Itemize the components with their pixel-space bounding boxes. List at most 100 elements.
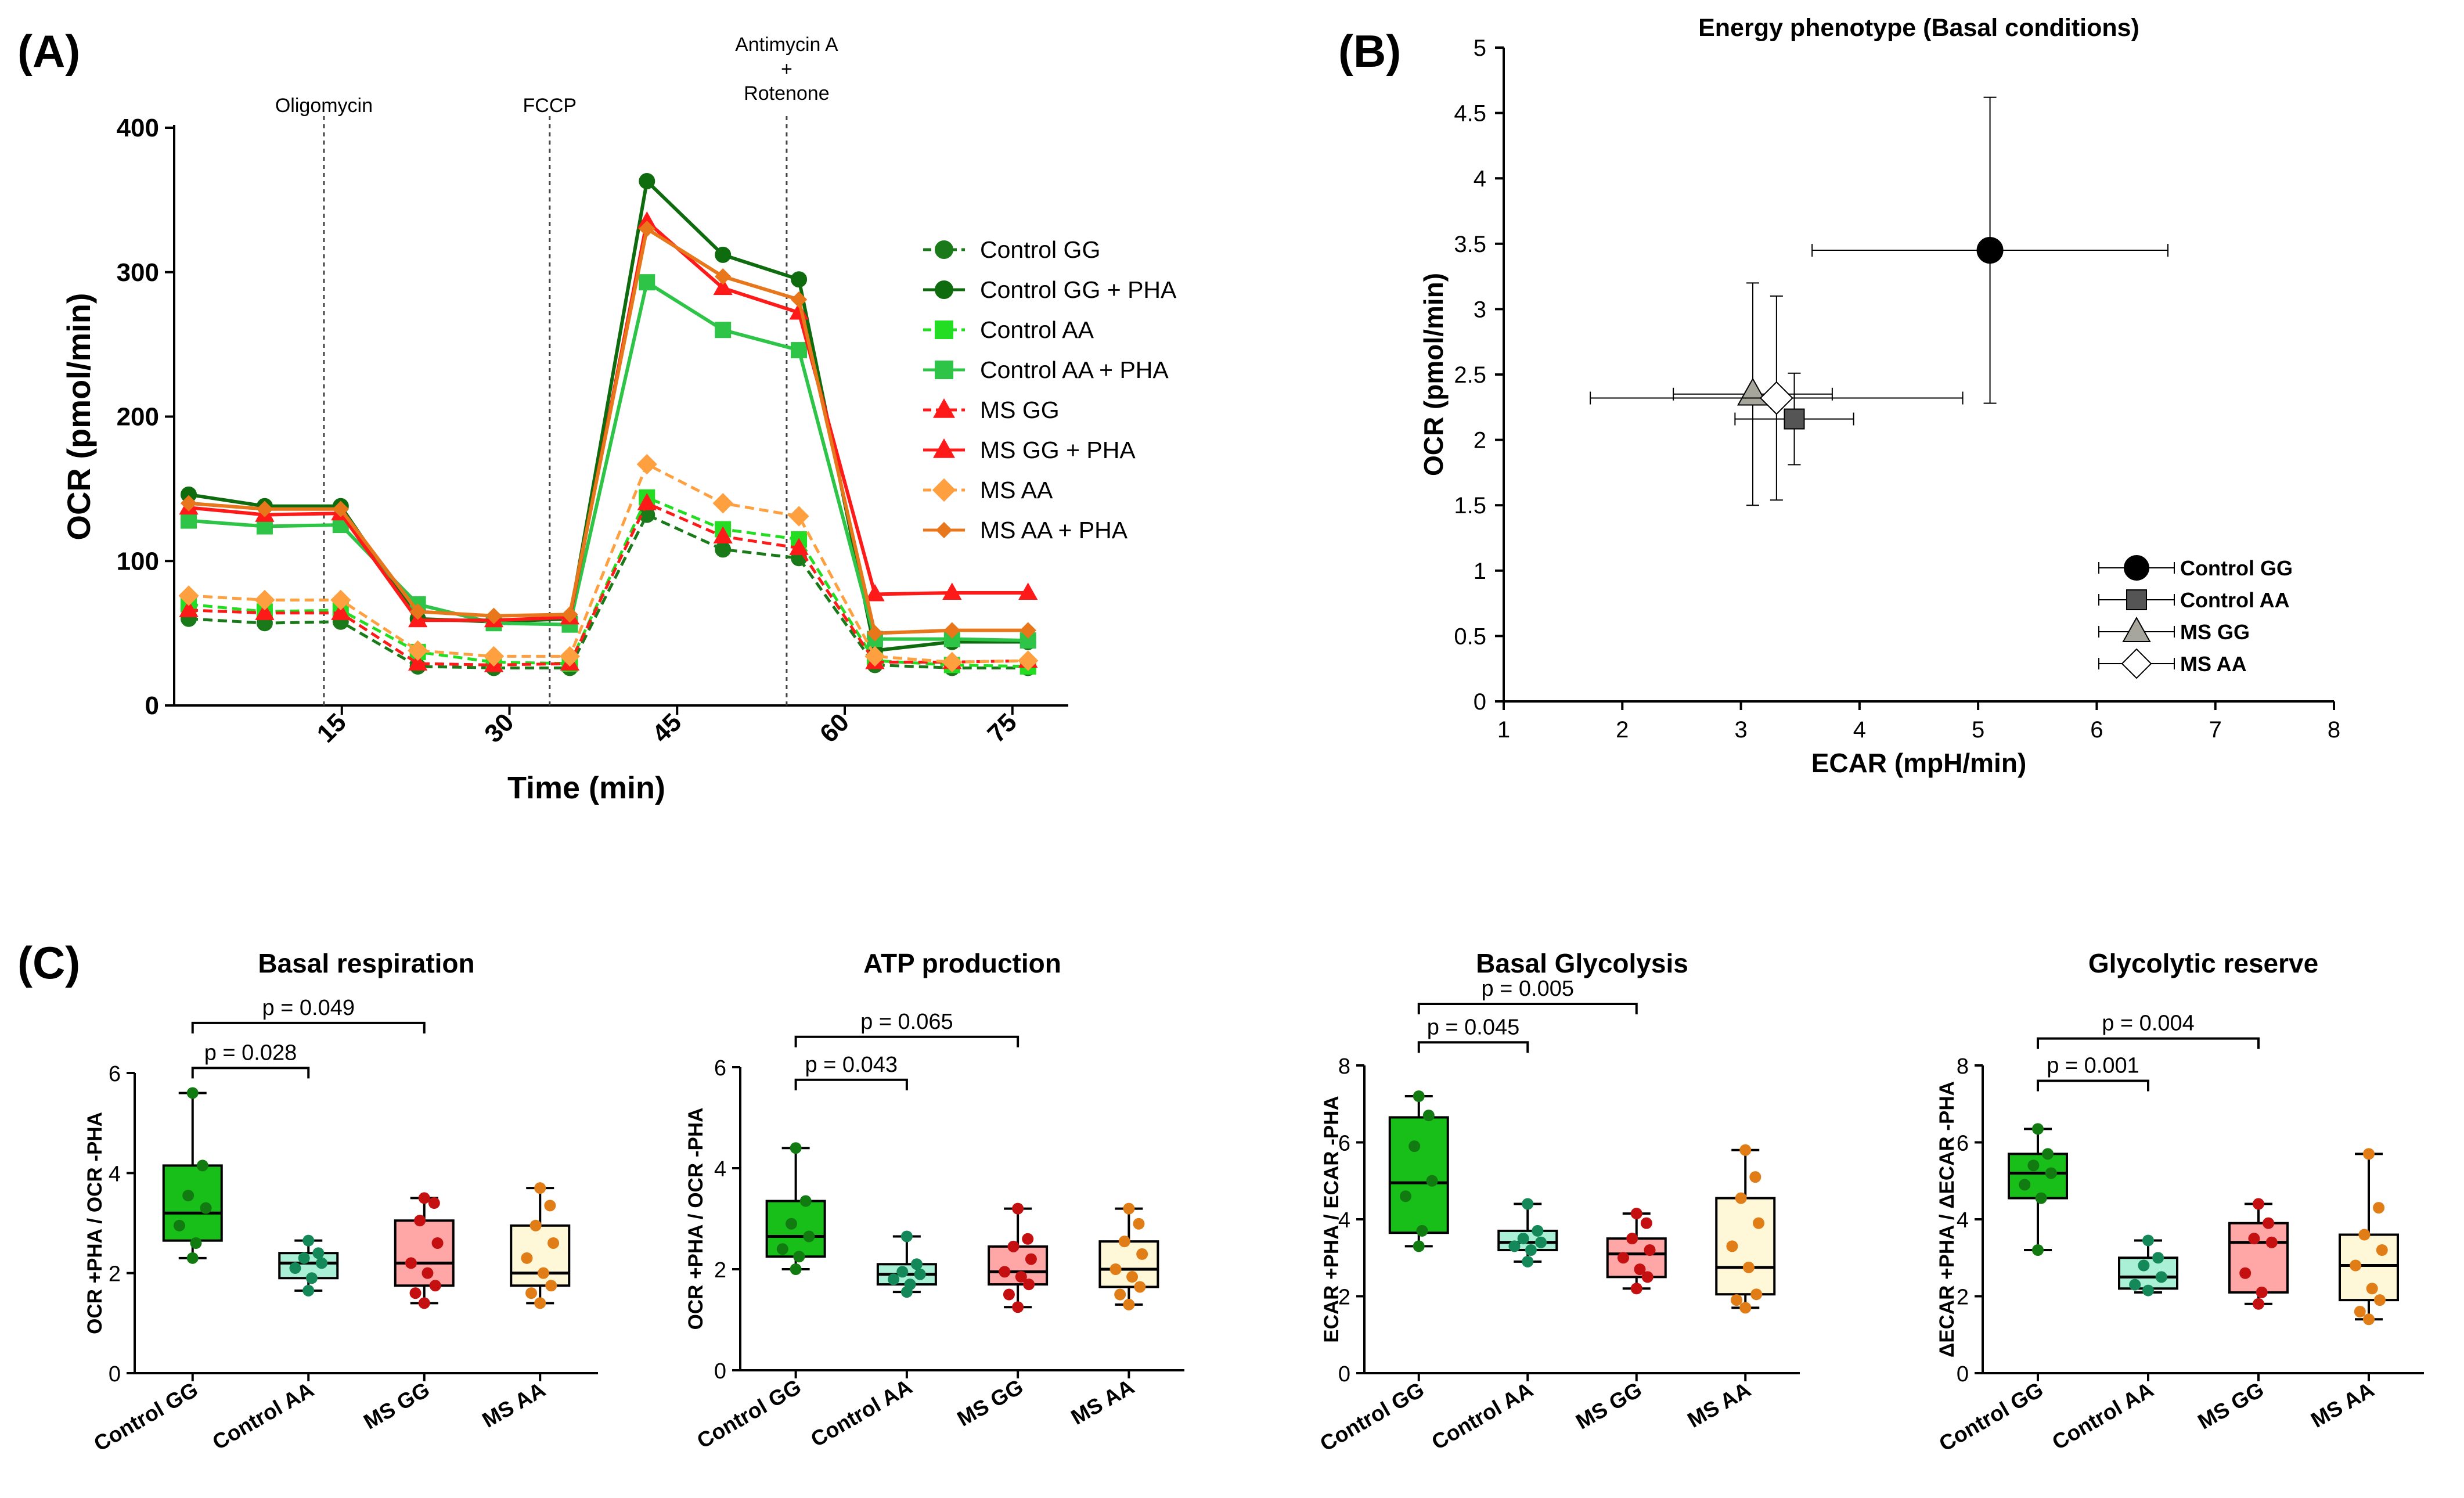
c2-comparison: p = 0.043 [794,1053,908,1090]
c4-data-point [2027,1159,2040,1172]
c3-p-value-label: p = 0.005 [1481,977,1574,1001]
c2-data-point [803,1230,815,1243]
c3-data-point [1416,1225,1428,1237]
a-series-ms-aa-pha [180,220,1036,642]
c1-data-point [418,1297,430,1309]
c3-data-point [1532,1225,1544,1237]
c1-data-point [418,1192,430,1204]
a-data-point [178,585,199,606]
c1-data-point [529,1219,542,1231]
c2-data-point [1007,1240,1020,1252]
c1-data-point [429,1280,441,1292]
c3-data-point [1517,1233,1529,1245]
c1-comparison: p = 0.049 [191,996,426,1034]
c1-data-point [534,1297,546,1309]
a-legend-item-control-aa: Control AA [923,316,1094,343]
a-data-point [1018,650,1039,671]
c1-y-tick-label: 6 [109,1062,121,1086]
c4-data-point [2142,1284,2154,1297]
c2-y-tick-label: 2 [714,1258,726,1283]
a-x-tick-label: 75 [982,708,1022,748]
b-x-tick-label: 4 [1853,717,1866,743]
c1-data-point [534,1182,546,1194]
a-series-line [188,177,1028,653]
c4-data-point [2263,1217,2275,1229]
c2-data-point [1022,1233,1034,1245]
c4-box-body [2228,1222,2289,1294]
c2-data-point [888,1273,900,1285]
b-x-tick-label: 6 [2090,717,2103,743]
c2-data-point [1025,1253,1037,1265]
c3-data-point [1535,1236,1547,1248]
a-data-point [791,271,808,288]
a-legend-label: MS AA [980,477,1053,503]
c4-data-point [2253,1298,2264,1310]
a-data-point [254,589,275,611]
c2-data-point [1126,1271,1139,1283]
a-x-tick-label: 60 [815,708,855,748]
a-series-ms-gg [179,493,1038,672]
a-data-point [330,589,351,611]
a-data-point [255,603,275,620]
c3-data-point [1630,1283,1642,1295]
c2-data-point [900,1286,913,1298]
c4-data-point [2155,1271,2167,1283]
a-x-tick-label: 15 [312,708,352,748]
c4-data-point [2363,1313,2375,1326]
a-injection-label: Rotenone [744,82,829,105]
c1-data-point [525,1287,538,1299]
c4-data-point [2142,1234,2154,1247]
a-legend-marker [935,521,953,539]
c4-x-tick-label: Control AA [2048,1377,2157,1454]
a-y-tick-label: 0 [145,692,159,720]
c1-x-tick-label: Control GG [90,1377,202,1456]
c4-y-axis-title: ΔECAR +PHA / ΔECAR -PHA [1936,1081,1958,1357]
b-y-tick-label: 1.5 [1454,493,1486,518]
c1-y-tick-label: 0 [109,1362,121,1387]
b-legend-marker [2126,589,2147,610]
a-data-point [865,584,885,602]
b-y-tick-label: 0.5 [1454,624,1486,649]
a-legend-item-ms-aa: MS AA [923,477,1053,503]
b-y-tick-label: 5 [1474,35,1486,61]
b-y-tick-label: 3.5 [1454,232,1486,257]
a-data-point [790,291,808,308]
c4-data-point [2374,1294,2386,1306]
a-data-point [559,646,581,667]
a-legend-label: Control AA + PHA [980,357,1169,383]
b-legend-item-control-gg: Control GG [2098,555,2293,581]
c2-data-point [1023,1279,1035,1291]
b-legend-marker [2122,616,2151,642]
c4-x-tick-label: Control GG [1935,1377,2047,1456]
c3-data-point [1522,1198,1534,1210]
b-legend-marker [2124,555,2149,581]
c4-p-value-label: p = 0.001 [2047,1054,2139,1078]
c3-x-tick-label: Control GG [1316,1377,1428,1456]
c4-data-point [2248,1233,2260,1245]
c4-data-point [2363,1148,2375,1160]
a-data-point [864,646,885,667]
b-point-marker [1976,237,2004,264]
c2-y-tick-label: 6 [714,1056,726,1081]
c3-data-point [1399,1190,1411,1202]
c3-data-point [1522,1255,1534,1267]
c4-y-tick-label: 0 [1957,1362,1969,1387]
c3-p-value-label: p = 0.045 [1427,1015,1520,1039]
b-x-tick-label: 2 [1616,717,1629,743]
a-data-point [561,606,578,623]
c1-data-point [190,1237,202,1249]
c2-data-point [793,1251,805,1263]
a-data-point [407,640,428,661]
a-data-point [943,622,960,639]
c4-p-value-label: p = 0.004 [2102,1011,2195,1036]
c3-y-tick-label: 6 [1338,1132,1350,1156]
c3-data-point [1731,1294,1743,1306]
c2-data-point [799,1195,812,1207]
c2-box-body [765,1200,826,1258]
c4-x-tick-label: MS AA [2307,1377,2378,1432]
c3-data-point [1630,1208,1642,1220]
c1-data-point [182,1190,194,1202]
c2-data-point [790,1263,802,1275]
c2-data-point [1114,1288,1126,1301]
c2-comparison-bracket [794,1035,1020,1047]
